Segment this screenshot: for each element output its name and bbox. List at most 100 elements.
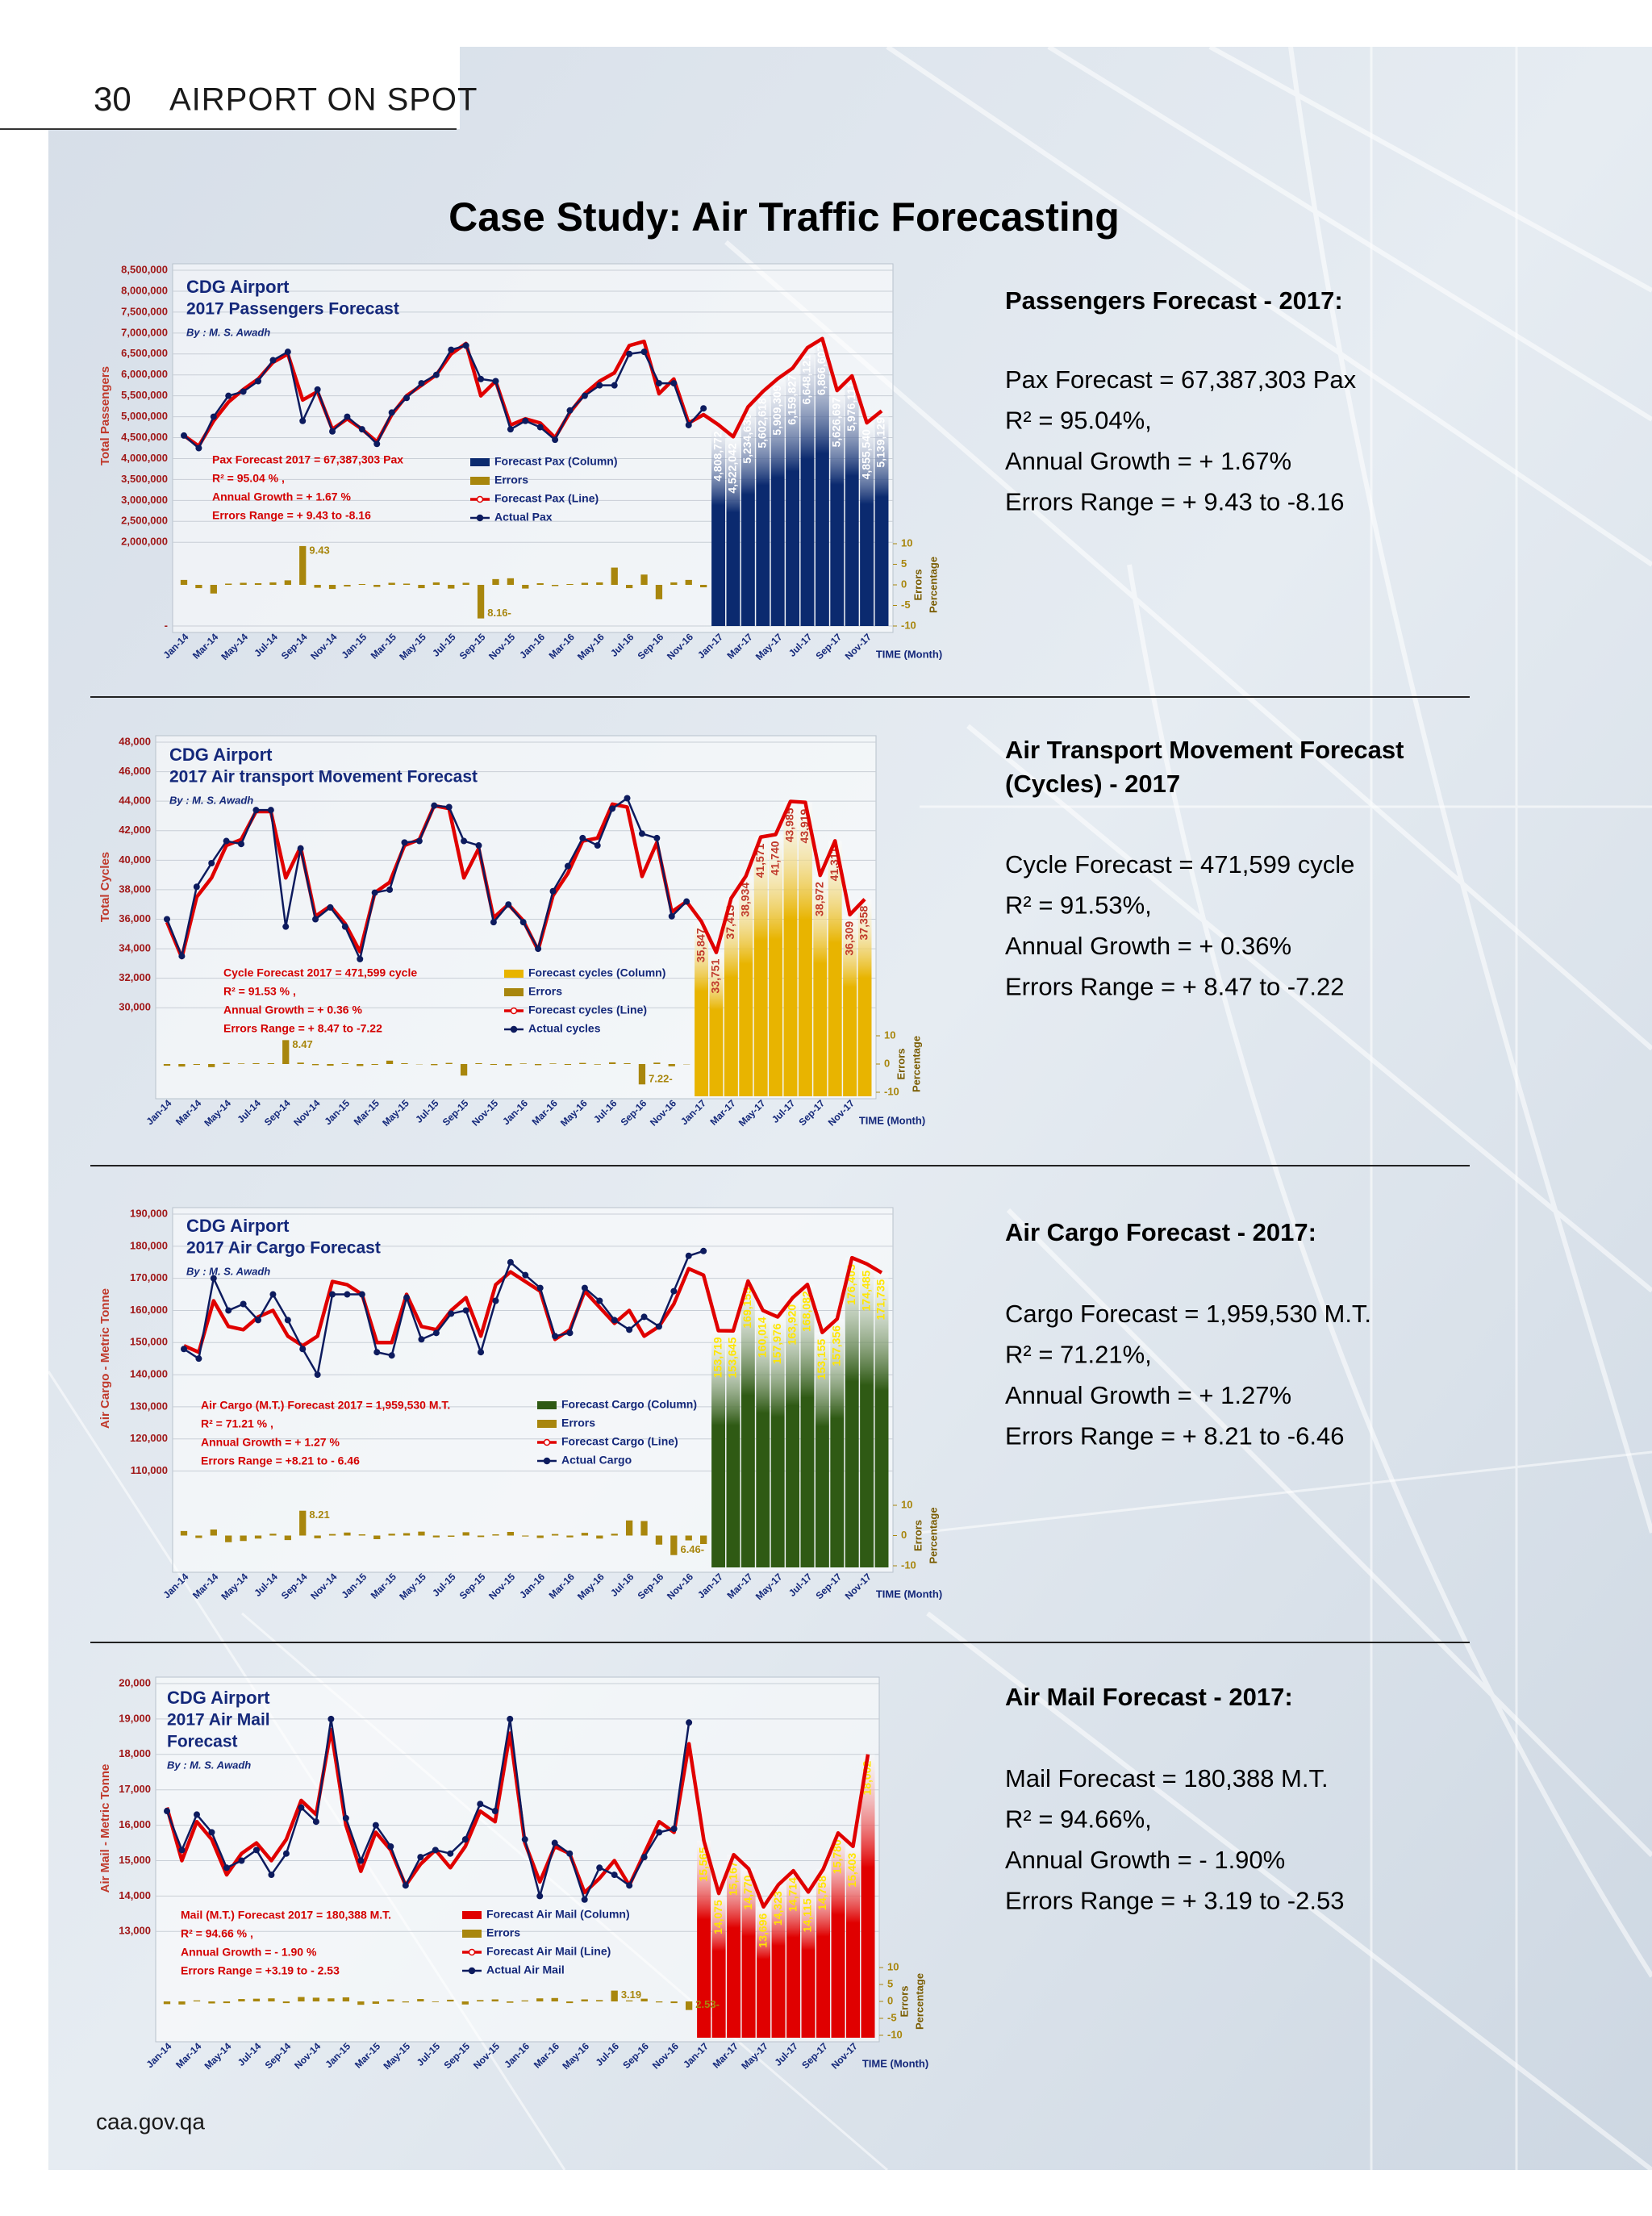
actual-point xyxy=(238,1857,245,1864)
error-bar xyxy=(195,1535,202,1538)
actual-point xyxy=(581,1284,588,1292)
forecast-column xyxy=(739,875,753,1096)
actual-point xyxy=(388,1352,395,1359)
error-bar xyxy=(507,2001,514,2003)
actual-point xyxy=(551,1839,558,1847)
forecast-column xyxy=(740,1281,755,1567)
legend-label: Actual Air Mail xyxy=(486,1964,565,1976)
panel-line: Errors Range = + 8.47 to -7.22 xyxy=(1005,973,1344,1001)
error-bar xyxy=(490,1064,498,1066)
column-value-label: 13,696 xyxy=(756,1913,769,1948)
forecast-column xyxy=(740,407,755,626)
panel-line: Annual Growth = + 0.36% xyxy=(1005,932,1291,960)
forecast-column xyxy=(798,802,812,1096)
actual-point xyxy=(536,424,544,431)
actual-point xyxy=(418,380,425,387)
actual-point xyxy=(181,432,187,439)
y-tick-label: 13,000 xyxy=(119,1925,151,1937)
chart-author: By : M. S. Awadh xyxy=(186,326,270,338)
error-value-label: 3.19 xyxy=(621,1989,641,2001)
actual-point xyxy=(373,1349,381,1356)
error-bar xyxy=(536,1535,544,1538)
y-tick-label: 7,500,000 xyxy=(121,305,168,317)
actual-point xyxy=(314,386,321,393)
actual-point xyxy=(357,955,364,962)
error-bar xyxy=(640,574,648,585)
error-value-label: 8.21 xyxy=(309,1509,329,1521)
column-value-label: 35,847 xyxy=(694,928,707,962)
y2-tick-label: -10 xyxy=(887,2028,903,2040)
x-axis-title: TIME (Month) xyxy=(859,1114,925,1126)
y-tick-label: 2,000,000 xyxy=(121,536,168,548)
error-bar xyxy=(299,1510,307,1536)
column-value-label: 14,770 xyxy=(741,1875,754,1909)
actual-point xyxy=(223,837,230,845)
error-bar xyxy=(551,585,559,586)
error-bar xyxy=(522,1535,529,1537)
panel-line: Annual Growth = + 1.27% xyxy=(1005,1381,1291,1409)
error-bar xyxy=(267,1062,274,1064)
x-axis-title: TIME (Month) xyxy=(862,2057,928,2069)
forecast-column xyxy=(828,841,842,1096)
error-bar xyxy=(700,1535,707,1544)
forecast-column xyxy=(813,875,828,1096)
panel-line: R² = 95.04%, xyxy=(1005,407,1152,435)
error-bar xyxy=(596,1535,603,1539)
column-value-label: 36,309 xyxy=(842,921,855,956)
y-tick-label: 170,000 xyxy=(130,1271,168,1283)
forecast-column xyxy=(695,921,709,1096)
actual-point xyxy=(388,409,395,416)
legend-label: Errors xyxy=(494,474,528,486)
legend-swatch xyxy=(504,988,524,996)
actual-point xyxy=(299,417,307,424)
forecast-column xyxy=(741,1868,756,2038)
error-bar xyxy=(282,1040,290,1064)
actual-point xyxy=(566,407,574,414)
error-bar xyxy=(536,582,544,585)
forecast-column xyxy=(756,391,770,626)
error-bar xyxy=(299,545,307,585)
forecast-column xyxy=(709,952,724,1096)
column-value-label: 4,522,042 xyxy=(726,443,739,493)
footer-url: caa.gov.qa xyxy=(96,2109,205,2134)
error-bar xyxy=(268,1998,275,2001)
actual-point xyxy=(519,919,527,926)
actual-point xyxy=(686,1719,693,1726)
actual-point xyxy=(223,1864,230,1872)
y-tick-label: 120,000 xyxy=(130,1432,168,1444)
error-bar xyxy=(252,1062,260,1064)
y-tick-label: 2,500,000 xyxy=(121,515,168,527)
column-value-label: 171,735 xyxy=(874,1279,887,1321)
error-bar xyxy=(373,585,381,587)
error-bar xyxy=(581,582,589,585)
forecast-column xyxy=(830,390,845,626)
legend-swatch xyxy=(537,1420,557,1428)
error-bar xyxy=(447,1999,454,2001)
x-axis-title: TIME (Month) xyxy=(876,648,942,660)
error-bar xyxy=(373,1535,381,1539)
actual-point xyxy=(507,1258,514,1266)
actual-point xyxy=(596,1297,603,1304)
column-value-label: 4,808,772 xyxy=(711,431,724,481)
forecast-annotation: Air Cargo (M.T.) Forecast 2017 = 1,959,5… xyxy=(201,1399,450,1412)
panel-line: Errors Range = + 9.43 to -8.16 xyxy=(1005,488,1344,516)
y2-tick-label: 5 xyxy=(887,1977,893,1989)
forecast-column xyxy=(769,834,783,1096)
background-structure xyxy=(47,44,1652,2172)
y-tick-label: 7,000,000 xyxy=(121,326,168,338)
actual-point xyxy=(462,342,469,349)
legend-swatch xyxy=(462,1930,482,1938)
panel-line: Mail Forecast = 180,388 M.T. xyxy=(1005,1764,1329,1792)
error-bar xyxy=(534,1064,542,1066)
error-bar xyxy=(402,2001,409,2003)
y2-tick-label: -5 xyxy=(887,2011,897,2023)
actual-point xyxy=(596,1864,603,1872)
panel-line: Errors Range = + 3.19 to -2.53 xyxy=(1005,1887,1344,1915)
chart-title: CDG Airport xyxy=(186,277,290,297)
error-bar xyxy=(462,1532,469,1536)
actual-point xyxy=(358,426,365,433)
forecast-column xyxy=(830,1318,845,1567)
error-bar xyxy=(700,585,707,588)
error-bar xyxy=(492,1534,499,1536)
